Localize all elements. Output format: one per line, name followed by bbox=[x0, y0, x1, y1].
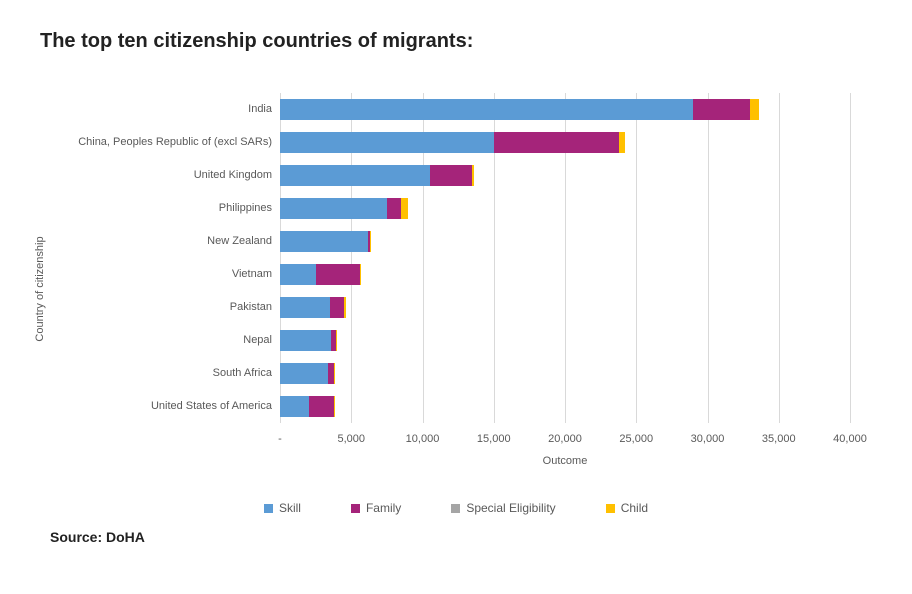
x-tick-label: 15,000 bbox=[477, 433, 511, 445]
legend-label: Family bbox=[366, 501, 401, 515]
legend-item: Child bbox=[606, 501, 648, 515]
legend-swatch bbox=[264, 504, 273, 513]
bar-segment bbox=[280, 132, 494, 152]
x-tick-label: 40,000 bbox=[833, 433, 867, 445]
category-label: Philippines bbox=[219, 202, 280, 214]
bar-segment bbox=[360, 264, 361, 284]
category-label: India bbox=[248, 103, 280, 115]
x-tick-label: 35,000 bbox=[762, 433, 796, 445]
bar-segment bbox=[309, 396, 335, 416]
bar-segment bbox=[750, 99, 759, 119]
category-label: Nepal bbox=[243, 334, 280, 346]
legend-item: Special Eligibility bbox=[451, 501, 555, 515]
category-label: Vietnam bbox=[232, 268, 280, 280]
bar-segment bbox=[344, 297, 345, 317]
legend-item: Skill bbox=[264, 501, 301, 515]
bar-segment bbox=[401, 198, 408, 218]
bar-segment bbox=[619, 132, 625, 152]
legend-label: Skill bbox=[279, 501, 301, 515]
legend-item: Family bbox=[351, 501, 401, 515]
x-tick-label: 25,000 bbox=[619, 433, 653, 445]
legend: Skill Family Special Eligibility Child bbox=[40, 501, 872, 515]
bar-segment bbox=[280, 198, 387, 218]
category-label: United States of America bbox=[151, 400, 280, 412]
legend-label: Child bbox=[621, 501, 648, 515]
bar-row: United Kingdom bbox=[280, 165, 850, 185]
bar-segment bbox=[280, 264, 316, 284]
x-tick-label: 10,000 bbox=[406, 433, 440, 445]
legend-label: Special Eligibility bbox=[466, 501, 555, 515]
bar-row: New Zealand bbox=[280, 231, 850, 251]
category-label: China, Peoples Republic of (excl SARs) bbox=[78, 136, 280, 148]
bar-row: South Africa bbox=[280, 363, 850, 383]
bar-segment bbox=[370, 231, 371, 251]
x-tick-label: 20,000 bbox=[548, 433, 582, 445]
bar-row: India bbox=[280, 99, 850, 119]
bar-segment bbox=[280, 363, 328, 383]
bar-segment bbox=[494, 132, 619, 152]
bar-segment bbox=[472, 165, 473, 185]
category-label: South Africa bbox=[213, 367, 280, 379]
bar-segment bbox=[280, 231, 368, 251]
bar-row: Philippines bbox=[280, 198, 850, 218]
legend-swatch bbox=[606, 504, 615, 513]
bar-segment bbox=[336, 330, 337, 350]
bar-segment bbox=[280, 396, 309, 416]
bar-segment bbox=[280, 165, 430, 185]
source-label: Source: DoHA bbox=[50, 529, 872, 545]
category-label: New Zealand bbox=[207, 235, 280, 247]
plot-area: Outcome -5,00010,00015,00020,00025,00030… bbox=[280, 93, 850, 423]
x-axis-title: Outcome bbox=[543, 455, 588, 467]
bar-row: United States of America bbox=[280, 396, 850, 416]
category-label: Pakistan bbox=[230, 301, 280, 313]
bar-row: Vietnam bbox=[280, 264, 850, 284]
legend-swatch bbox=[451, 504, 460, 513]
bar-segment bbox=[693, 99, 750, 119]
bar-segment bbox=[387, 198, 401, 218]
bar-segment bbox=[280, 330, 331, 350]
bar-segment bbox=[334, 363, 335, 383]
bar-segment bbox=[316, 264, 360, 284]
category-label: United Kingdom bbox=[194, 169, 280, 181]
x-tick-label: 5,000 bbox=[337, 433, 365, 445]
bar-segment bbox=[280, 99, 693, 119]
bar-segment bbox=[330, 297, 344, 317]
y-axis-title: Country of citizenship bbox=[34, 236, 46, 341]
bar-row: China, Peoples Republic of (excl SARs) bbox=[280, 132, 850, 152]
x-tick-label: - bbox=[278, 433, 282, 445]
legend-swatch bbox=[351, 504, 360, 513]
chart-title: The top ten citizenship countries of mig… bbox=[40, 30, 872, 53]
x-tick-label: 30,000 bbox=[691, 433, 725, 445]
bar-row: Nepal bbox=[280, 330, 850, 350]
grid-line bbox=[850, 93, 851, 423]
bar-segment bbox=[430, 165, 473, 185]
chart-container: Country of citizenship Outcome -5,00010,… bbox=[50, 83, 870, 483]
bar-segment bbox=[334, 396, 335, 416]
bar-row: Pakistan bbox=[280, 297, 850, 317]
bar-segment bbox=[280, 297, 330, 317]
